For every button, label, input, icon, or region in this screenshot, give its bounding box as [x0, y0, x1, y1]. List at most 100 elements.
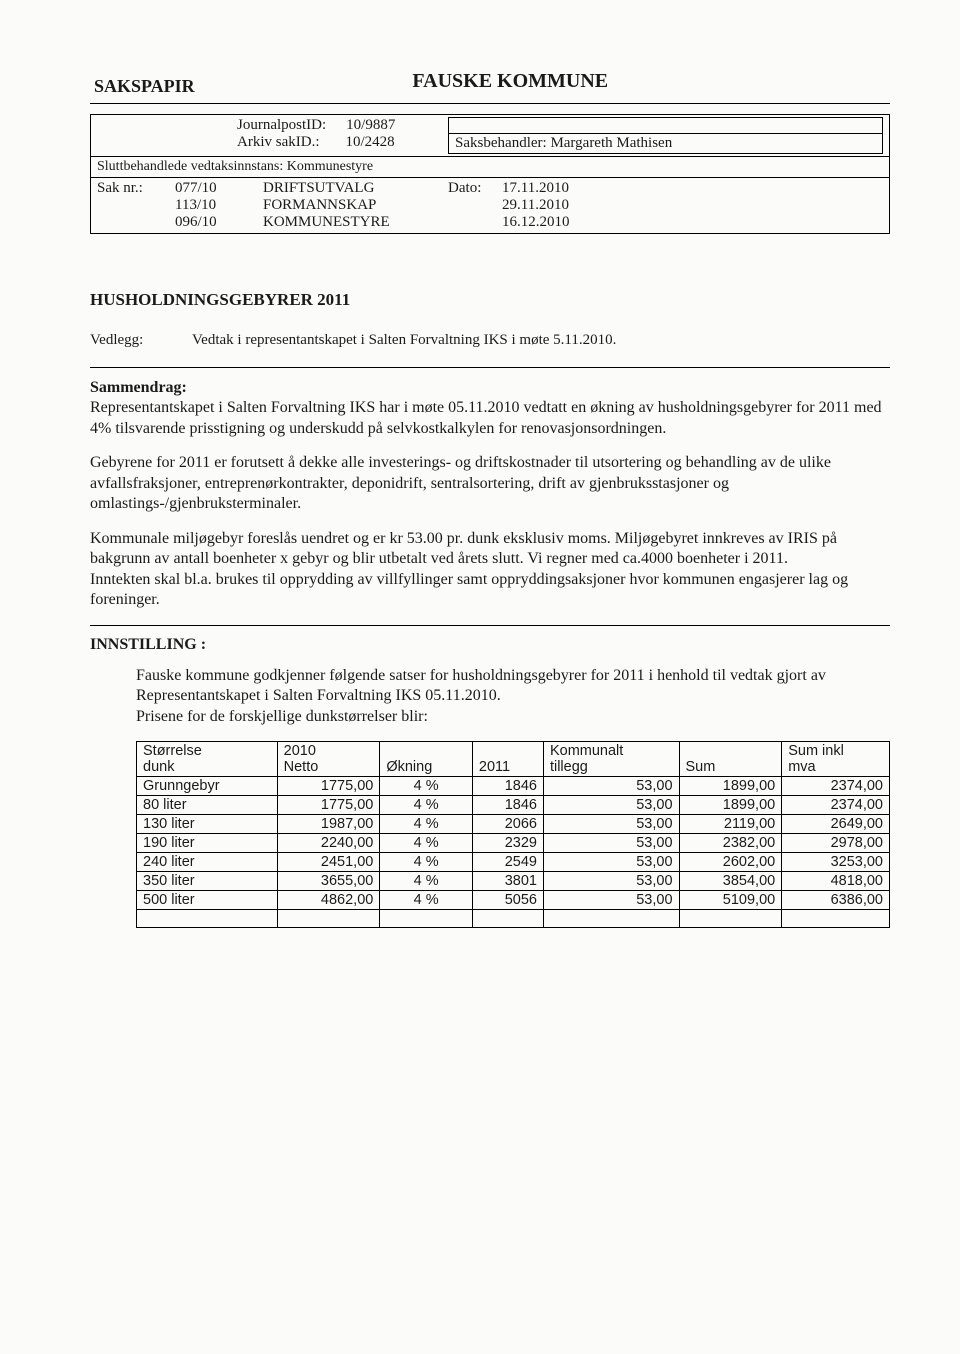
table-header-row: Størrelse dunk 2010 Netto Økning 2011 Ko…: [137, 742, 890, 777]
cell-2011: 2066: [472, 815, 543, 834]
table-row: 350 liter3655,004 %380153,003854,004818,…: [137, 872, 890, 891]
sak-date: 16.12.2010: [502, 214, 570, 231]
cell-netto: 3655,00: [277, 872, 380, 891]
paragraph-text: Kommunale miljøgebyr foreslås uendret og…: [90, 530, 837, 567]
vedlegg-block: Vedlegg: Vedtak i representantskapet i S…: [90, 332, 890, 349]
cell-tillegg: 53,00: [543, 872, 679, 891]
cell-okning: 4 %: [380, 777, 473, 796]
paragraph: Representantskapet i Salten Forvaltning …: [90, 398, 890, 439]
cell-inkl: 2374,00: [782, 796, 890, 815]
innstilling-body: Fauske kommune godkjenner følgende satse…: [136, 666, 890, 727]
cell-2011: 2549: [472, 853, 543, 872]
sak-body: DRIFTSUTVALG: [263, 180, 436, 197]
cell-inkl: 6386,00: [782, 891, 890, 910]
cell-netto: 1775,00: [277, 777, 380, 796]
th-text: Netto: [284, 759, 319, 775]
cell-netto: 1987,00: [277, 815, 380, 834]
cell-tillegg: 53,00: [543, 891, 679, 910]
th-text: mva: [788, 759, 815, 775]
cell-okning: 4 %: [380, 796, 473, 815]
kommune-title: FAUSKE KOMMUNE: [412, 70, 890, 99]
sammendrag-section: Sammendrag: Representantskapet i Salten …: [90, 378, 890, 611]
paragraph-text: Prisene for de forskjellige dunkstørrels…: [136, 708, 428, 725]
th-text: Størrelse: [143, 743, 202, 759]
table-row: 130 liter1987,004 %206653,002119,002649,…: [137, 815, 890, 834]
col-2011: 2011: [472, 742, 543, 777]
meta-table: JournalpostID: 10/9887 Arkiv sakID.: 10/…: [90, 114, 890, 234]
innstilling-heading: INNSTILLING :: [90, 636, 890, 654]
cell-okning: 4 %: [380, 815, 473, 834]
cell-tillegg: 53,00: [543, 815, 679, 834]
cell-sum: 1899,00: [679, 796, 782, 815]
cell-sum: 2602,00: [679, 853, 782, 872]
cell-netto: 2240,00: [277, 834, 380, 853]
cell-2011: 5056: [472, 891, 543, 910]
cell-sum: 5109,00: [679, 891, 782, 910]
sak-date: 17.11.2010: [502, 180, 570, 197]
paragraph: Fauske kommune godkjenner følgende satse…: [136, 666, 890, 727]
cell-sum: 1899,00: [679, 777, 782, 796]
th-text: tillegg: [550, 759, 588, 775]
cell-okning: 4 %: [380, 834, 473, 853]
cell-2011: 1846: [472, 796, 543, 815]
table-row: 190 liter2240,004 %232953,002382,002978,…: [137, 834, 890, 853]
cell-netto: 4862,00: [277, 891, 380, 910]
saksbehandler-value: Margareth Mathisen: [550, 135, 672, 151]
journalpost-value: 10/9887: [346, 117, 395, 134]
col-tillegg: Kommunalt tillegg: [543, 742, 679, 777]
cell-size: 500 liter: [137, 891, 278, 910]
sakspapir-label: SAKSPAPIR: [90, 76, 412, 99]
paragraph: Gebyrene for 2011 er forutsett å dekke a…: [90, 453, 890, 514]
cell-netto: 1775,00: [277, 796, 380, 815]
arkiv-label: Arkiv sakID.:: [237, 134, 320, 151]
sammendrag-heading: Sammendrag:: [90, 378, 890, 398]
cell-inkl: 2649,00: [782, 815, 890, 834]
col-okning: Økning: [380, 742, 473, 777]
th-text: Kommunalt: [550, 743, 623, 759]
divider: [90, 367, 890, 368]
cell-tillegg: 53,00: [543, 777, 679, 796]
sak-nr: 096/10: [175, 214, 245, 231]
table-row: 500 liter4862,004 %505653,005109,006386,…: [137, 891, 890, 910]
sak-date: 29.11.2010: [502, 197, 570, 214]
document-title: HUSHOLDNINGSGEBYRER 2011: [90, 290, 890, 310]
table-row-empty: [137, 910, 890, 928]
cell-2011: 1846: [472, 777, 543, 796]
cell-2011: 2329: [472, 834, 543, 853]
col-netto: 2010 Netto: [277, 742, 380, 777]
pricing-table: Størrelse dunk 2010 Netto Økning 2011 Ko…: [136, 741, 890, 928]
saksbehandler-label: Saksbehandler:: [455, 135, 547, 151]
cell-sum: 3854,00: [679, 872, 782, 891]
cell-sum: 2382,00: [679, 834, 782, 853]
col-inkl: Sum inkl mva: [782, 742, 890, 777]
cell-size: 80 liter: [137, 796, 278, 815]
cell-size: 240 liter: [137, 853, 278, 872]
sak-body: FORMANNSKAP: [263, 197, 436, 214]
main-header: SAKSPAPIR FAUSKE KOMMUNE: [90, 70, 890, 104]
cell-okning: 4 %: [380, 891, 473, 910]
col-sum: Sum: [679, 742, 782, 777]
vedlegg-label: Vedlegg:: [90, 332, 160, 349]
table-row: Grunngebyr1775,004 %184653,001899,002374…: [137, 777, 890, 796]
table-row: 80 liter1775,004 %184653,001899,002374,0…: [137, 796, 890, 815]
sluttbehandlede: Sluttbehandlede vedtaksinnstans: Kommune…: [91, 157, 890, 178]
sak-body: KOMMUNESTYRE: [263, 214, 436, 231]
paragraph: Kommunale miljøgebyr foreslås uendret og…: [90, 529, 890, 611]
cell-netto: 2451,00: [277, 853, 380, 872]
cell-tillegg: 53,00: [543, 796, 679, 815]
cell-size: 190 liter: [137, 834, 278, 853]
divider: [90, 625, 890, 626]
cell-inkl: 2374,00: [782, 777, 890, 796]
cell-okning: 4 %: [380, 853, 473, 872]
cell-inkl: 3253,00: [782, 853, 890, 872]
cell-inkl: 2978,00: [782, 834, 890, 853]
th-text: 2010: [284, 743, 316, 759]
dato-label: Dato:: [448, 180, 488, 231]
cell-okning: 4 %: [380, 872, 473, 891]
table-row: 240 liter2451,004 %254953,002602,003253,…: [137, 853, 890, 872]
cell-sum: 2119,00: [679, 815, 782, 834]
cell-tillegg: 53,00: [543, 834, 679, 853]
arkiv-value: 10/2428: [346, 134, 395, 151]
vedlegg-text: Vedtak i representantskapet i Salten For…: [192, 332, 616, 349]
th-text: dunk: [143, 759, 174, 775]
